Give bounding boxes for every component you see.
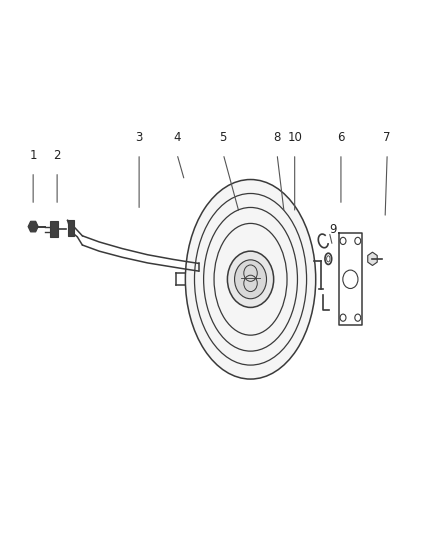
Ellipse shape [185,180,316,379]
Text: 1: 1 [29,149,37,161]
Text: 3: 3 [135,131,143,144]
Circle shape [343,270,358,288]
Polygon shape [368,252,377,265]
Bar [68,221,74,236]
Circle shape [340,314,346,321]
Text: 6: 6 [337,131,345,144]
Text: 8: 8 [273,131,281,144]
Text: 4: 4 [173,131,181,144]
Circle shape [355,314,361,321]
Polygon shape [28,221,38,232]
Text: 7: 7 [383,131,391,144]
Circle shape [355,237,361,245]
Text: 5: 5 [219,131,227,144]
Text: 9: 9 [329,223,336,236]
Circle shape [227,251,274,308]
Circle shape [235,260,266,298]
Ellipse shape [327,256,330,262]
Bar [50,222,57,237]
Circle shape [340,237,346,245]
Text: 10: 10 [287,131,302,144]
Text: 2: 2 [53,149,61,161]
